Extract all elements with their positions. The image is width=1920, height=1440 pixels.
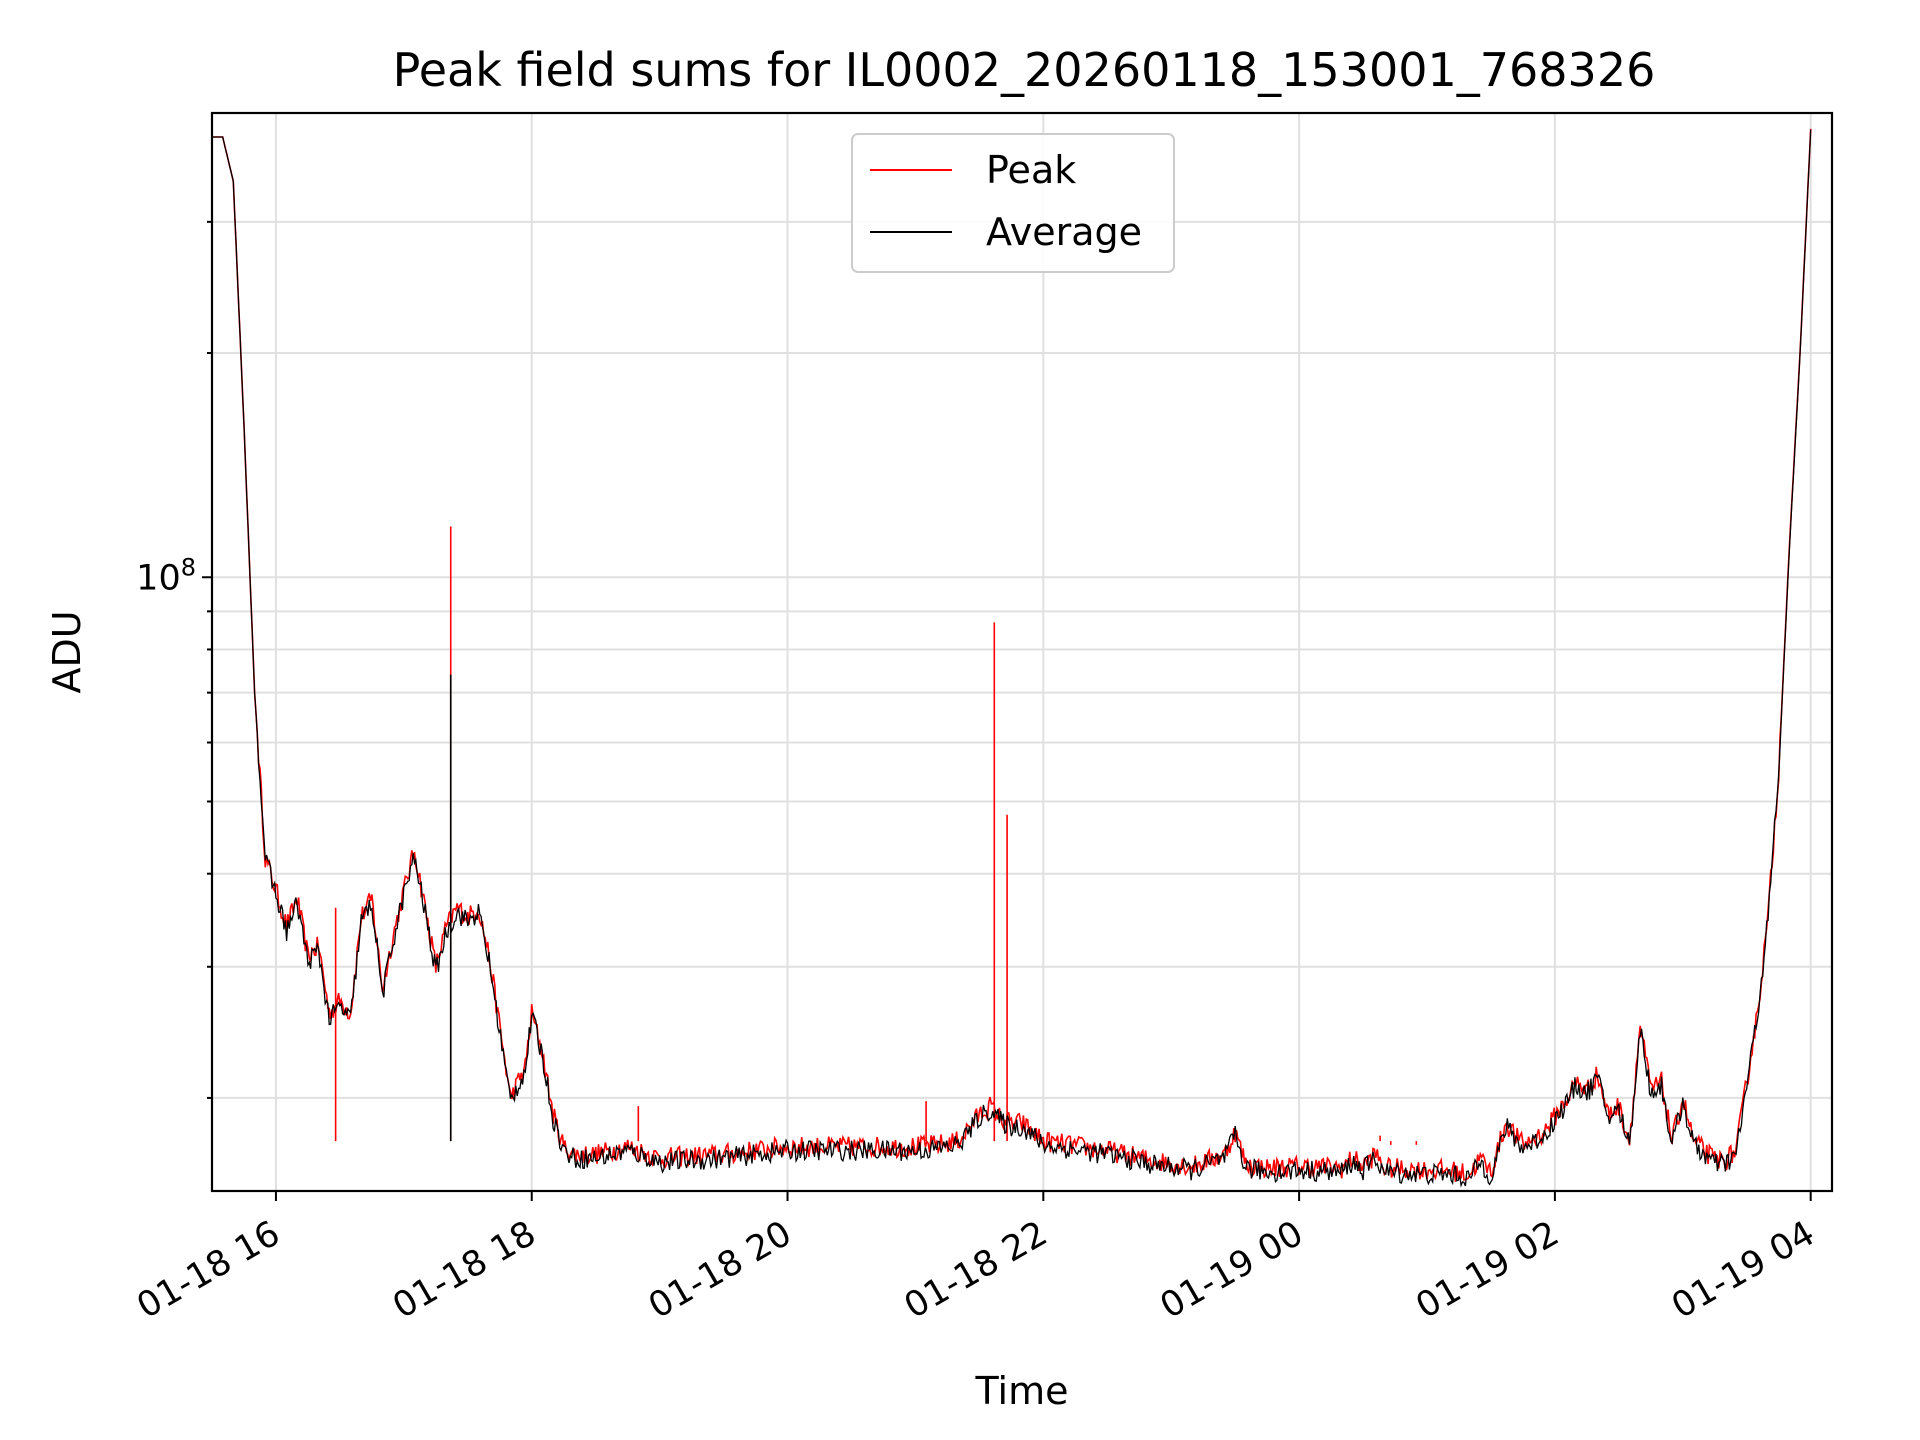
legend-box [851, 133, 1175, 273]
plot-frame [210, 111, 1834, 1193]
legend-label: Average [986, 210, 1142, 254]
legend: Peak Average [851, 133, 1175, 273]
series-line [212, 129, 1812, 1188]
legend-label: Peak [986, 148, 1076, 192]
series-average [212, 129, 1812, 1188]
chart-title: Peak field sums for IL0002_20260118_1530… [393, 43, 1656, 97]
x-axis-label: Time [975, 1369, 1069, 1413]
grid [212, 113, 1832, 1191]
y-axis-label: ADU [45, 610, 89, 693]
plot-lines [212, 128, 1812, 1188]
